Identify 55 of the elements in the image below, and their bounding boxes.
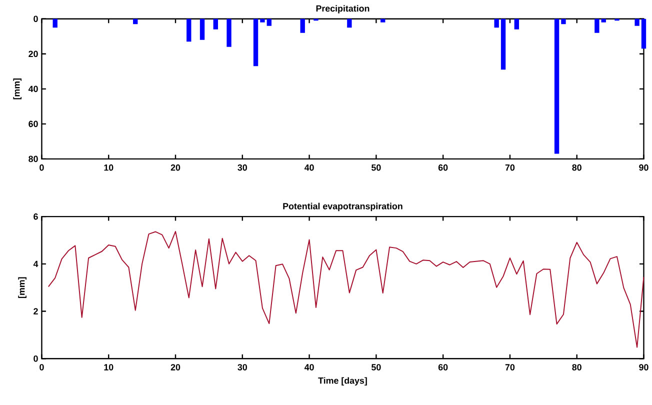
bar (494, 18, 499, 28)
x-tick-label: 60 (438, 364, 448, 370)
y-tick-label: 0 (34, 355, 38, 362)
bar (300, 18, 305, 33)
y-tick-label: 60 (28, 120, 38, 127)
bar (260, 18, 265, 22)
bar (347, 18, 352, 28)
x-tick-label: 20 (170, 164, 180, 171)
bar (561, 18, 566, 24)
y-tick-label: 40 (28, 86, 38, 92)
x-axis-title: Time [days] (318, 377, 367, 386)
bar (380, 18, 386, 22)
y-tick-label: 0 (34, 16, 38, 22)
y-tick-label: 6 (34, 213, 38, 220)
bar (554, 18, 560, 154)
bar (186, 18, 192, 42)
bar (266, 18, 272, 26)
x-tick-label: 70 (505, 164, 515, 171)
bar (52, 18, 58, 28)
bar (514, 18, 519, 30)
x-tick-label: 0 (40, 364, 44, 370)
y-tick-label: 80 (28, 156, 38, 162)
x-tick-label: 20 (170, 364, 180, 370)
x-tick-label: 40 (304, 164, 314, 171)
bar (634, 18, 640, 26)
bar (200, 18, 205, 40)
bar (594, 18, 600, 33)
x-tick-label: 90 (639, 364, 648, 370)
x-tick-label: 60 (438, 164, 448, 171)
x-tick-label: 10 (104, 364, 114, 370)
bar (601, 18, 606, 22)
bar (226, 18, 232, 47)
x-tick-label: 30 (238, 164, 247, 171)
y-tick-label: 20 (28, 50, 38, 57)
bar (500, 18, 506, 70)
x-tick-label: 0 (40, 164, 44, 171)
x-tick-label: 50 (372, 164, 381, 171)
y-tick-label: 2 (34, 308, 38, 314)
y-axis-title: [mm] (13, 78, 22, 100)
bar (213, 18, 218, 30)
y-axis-title: [mm] (18, 277, 26, 298)
x-tick-label: 30 (238, 364, 247, 370)
x-tick-label: 90 (639, 164, 648, 171)
bar (641, 18, 646, 48)
x-tick-label: 50 (372, 364, 381, 370)
bar (253, 18, 258, 66)
bar (133, 18, 138, 24)
chart-title: Precipitation (316, 4, 370, 14)
x-tick-label: 40 (304, 364, 314, 370)
x-tick-label: 10 (104, 164, 114, 171)
x-tick-label: 80 (572, 164, 582, 171)
x-tick-label: 70 (505, 364, 515, 370)
x-tick-label: 80 (572, 364, 582, 370)
y-tick-label: 4 (33, 260, 38, 267)
chart-title: Potential evapotranspiration (283, 202, 402, 211)
